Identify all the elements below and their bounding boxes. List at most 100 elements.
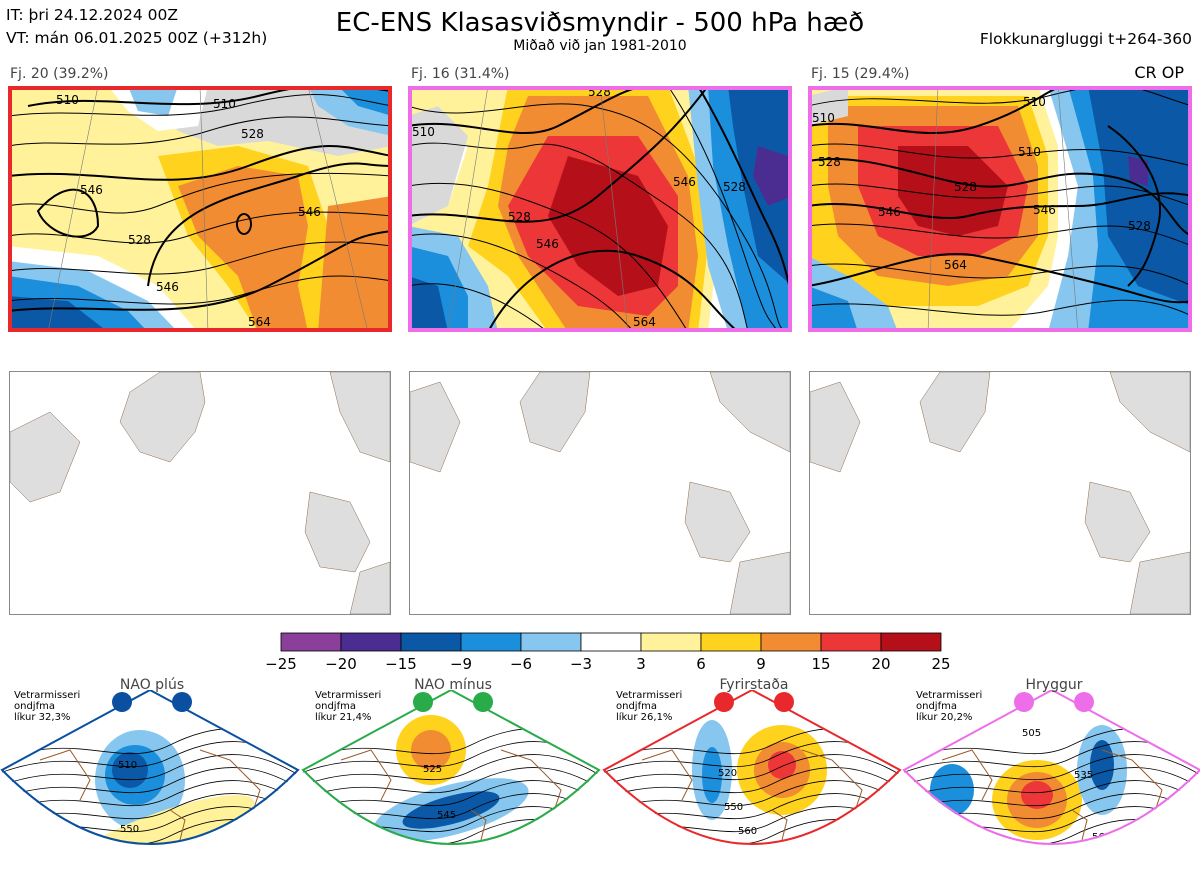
op-map-3 (809, 371, 1191, 615)
regime-border (0, 690, 300, 845)
colorbar-tick-label: 3 (636, 655, 646, 673)
colorbar-swatch (580, 632, 642, 652)
cluster-2-frame (408, 86, 792, 332)
contour-label: 510 (1018, 145, 1041, 159)
cluster-1-map: 510 528 510 528 546 546 546 564 (8, 86, 392, 332)
contour-label: 510 (812, 111, 835, 125)
contour-label: 510 (1023, 95, 1046, 109)
regime-note-line: ondjfma (14, 701, 55, 712)
contour-label: 528 (128, 233, 151, 247)
anomaly-area (65, 795, 255, 845)
operational-run-label: CR OP (1134, 63, 1184, 82)
contour-label: 564 (633, 315, 656, 329)
anomaly-area (402, 791, 500, 829)
contour-label: 546 (673, 175, 696, 189)
height-contour (0, 754, 300, 787)
contour-label: 525 (423, 764, 442, 775)
regime-probability-note: Vetrarmisseri ondjfma líkur 26,1% (616, 690, 682, 723)
cluster-3-map: 510 510 528 546 528 564 546 528 510 (808, 86, 1192, 332)
contour-label: 505 (1022, 728, 1041, 739)
cluster-2-contour-labels: 528 510 546 528 546 528 564 (412, 86, 746, 329)
regime-title: Hryggur (1025, 677, 1083, 693)
height-contour (301, 767, 601, 800)
height-contour (902, 754, 1200, 787)
op-map-2 (409, 371, 791, 615)
colorbar-swatch (400, 632, 462, 652)
contour-label: 546 (156, 280, 179, 294)
regime-note-line: ondjfma (315, 701, 356, 712)
regime-map: 510 550 (0, 690, 300, 845)
anomaly-area (411, 730, 451, 770)
colorbar-tick-label: −6 (509, 655, 533, 673)
height-contour (0, 767, 300, 800)
op-map-1 (9, 371, 391, 615)
colorbar-tick-label: 25 (931, 655, 951, 673)
colorbar-tick-label: −3 (569, 655, 593, 673)
cluster-3-frame (808, 86, 1192, 332)
contour-label: 528 (723, 180, 746, 194)
height-contour (902, 780, 1200, 813)
anomaly-area (1021, 781, 1053, 809)
height-contour (0, 780, 300, 813)
header-info: IT: þri 24.12.2024 00Z VT: mán 06.01.202… (6, 4, 267, 50)
contour-label: 564 (944, 258, 967, 272)
regime-dot (413, 692, 433, 712)
contour-label: 560 (738, 826, 757, 837)
regime-title: NAO plús (119, 677, 185, 693)
regime-note-line: líkur 26,1% (616, 712, 673, 723)
height-contour (602, 754, 902, 787)
colorbar-swatch (460, 632, 522, 652)
contour-label: 520 (718, 768, 737, 779)
regime-probability-note: Vetrarmisseri ondjfma líkur 21,4% (315, 690, 381, 723)
contour-label: 550 (120, 824, 139, 835)
height-contour (602, 780, 902, 813)
valid-time: VT: mán 06.01.2025 00Z (+312h) (6, 29, 268, 47)
regime-border (602, 690, 902, 845)
contour-label: 535 (1074, 770, 1093, 781)
regime-probability-note: Vetrarmisseri ondjfma líkur 20,2% (916, 690, 982, 723)
contour-label: 546 (1033, 203, 1056, 217)
cluster-1-frame (8, 86, 392, 332)
cluster-1-contour-labels: 510 528 510 528 546 546 546 564 (56, 93, 321, 329)
contour-label: 528 (954, 180, 977, 194)
colorbar-tick-label: −9 (449, 655, 473, 673)
regime-title: NAO mínus (414, 677, 492, 693)
regime-dot (1074, 692, 1094, 712)
regime-dot (112, 692, 132, 712)
height-contour (902, 767, 1200, 800)
colorbar-tick-label: 15 (811, 655, 831, 673)
regime-dot (1014, 692, 1034, 712)
cluster-1-label: Fj. 20 (39.2%) (10, 66, 109, 82)
regime-note-line: Vetrarmisseri (14, 690, 81, 701)
height-contour (301, 780, 601, 813)
contour-label: 546 (298, 205, 321, 219)
regime-note-line: ondjfma (916, 701, 957, 712)
contour-label: 510 (118, 760, 137, 771)
regime-border (902, 690, 1200, 845)
contour-label: 546 (80, 183, 103, 197)
colorbar-tick-label: 20 (871, 655, 891, 673)
colorbar-tick-label: −25 (265, 655, 297, 673)
classification-window: Flokkunargluggi t+264-360 (979, 30, 1192, 48)
regime-note-line: líkur 32,3% (14, 712, 71, 723)
contour-label: 528 (818, 155, 841, 169)
colorbar-swatch (820, 632, 882, 652)
colorbar (280, 632, 942, 652)
regime-dot (714, 692, 734, 712)
anomaly-area (768, 751, 796, 779)
contour-label: 528 (508, 210, 531, 224)
regime-dot (473, 692, 493, 712)
contour-label: 510 (56, 93, 79, 107)
colorbar-swatch (880, 632, 942, 652)
colorbar-swatch (640, 632, 702, 652)
contour-label: 510 (412, 125, 435, 139)
anomaly-area (1090, 740, 1114, 790)
colorbar-tick-label: −15 (385, 655, 417, 673)
regime-note-line: líkur 21,4% (315, 712, 372, 723)
regime-dot (774, 692, 794, 712)
regime-note-line: ondjfma (616, 701, 657, 712)
anomaly-area (702, 747, 722, 803)
regime-note-line: Vetrarmisseri (315, 690, 382, 701)
colorbar-swatch (700, 632, 762, 652)
